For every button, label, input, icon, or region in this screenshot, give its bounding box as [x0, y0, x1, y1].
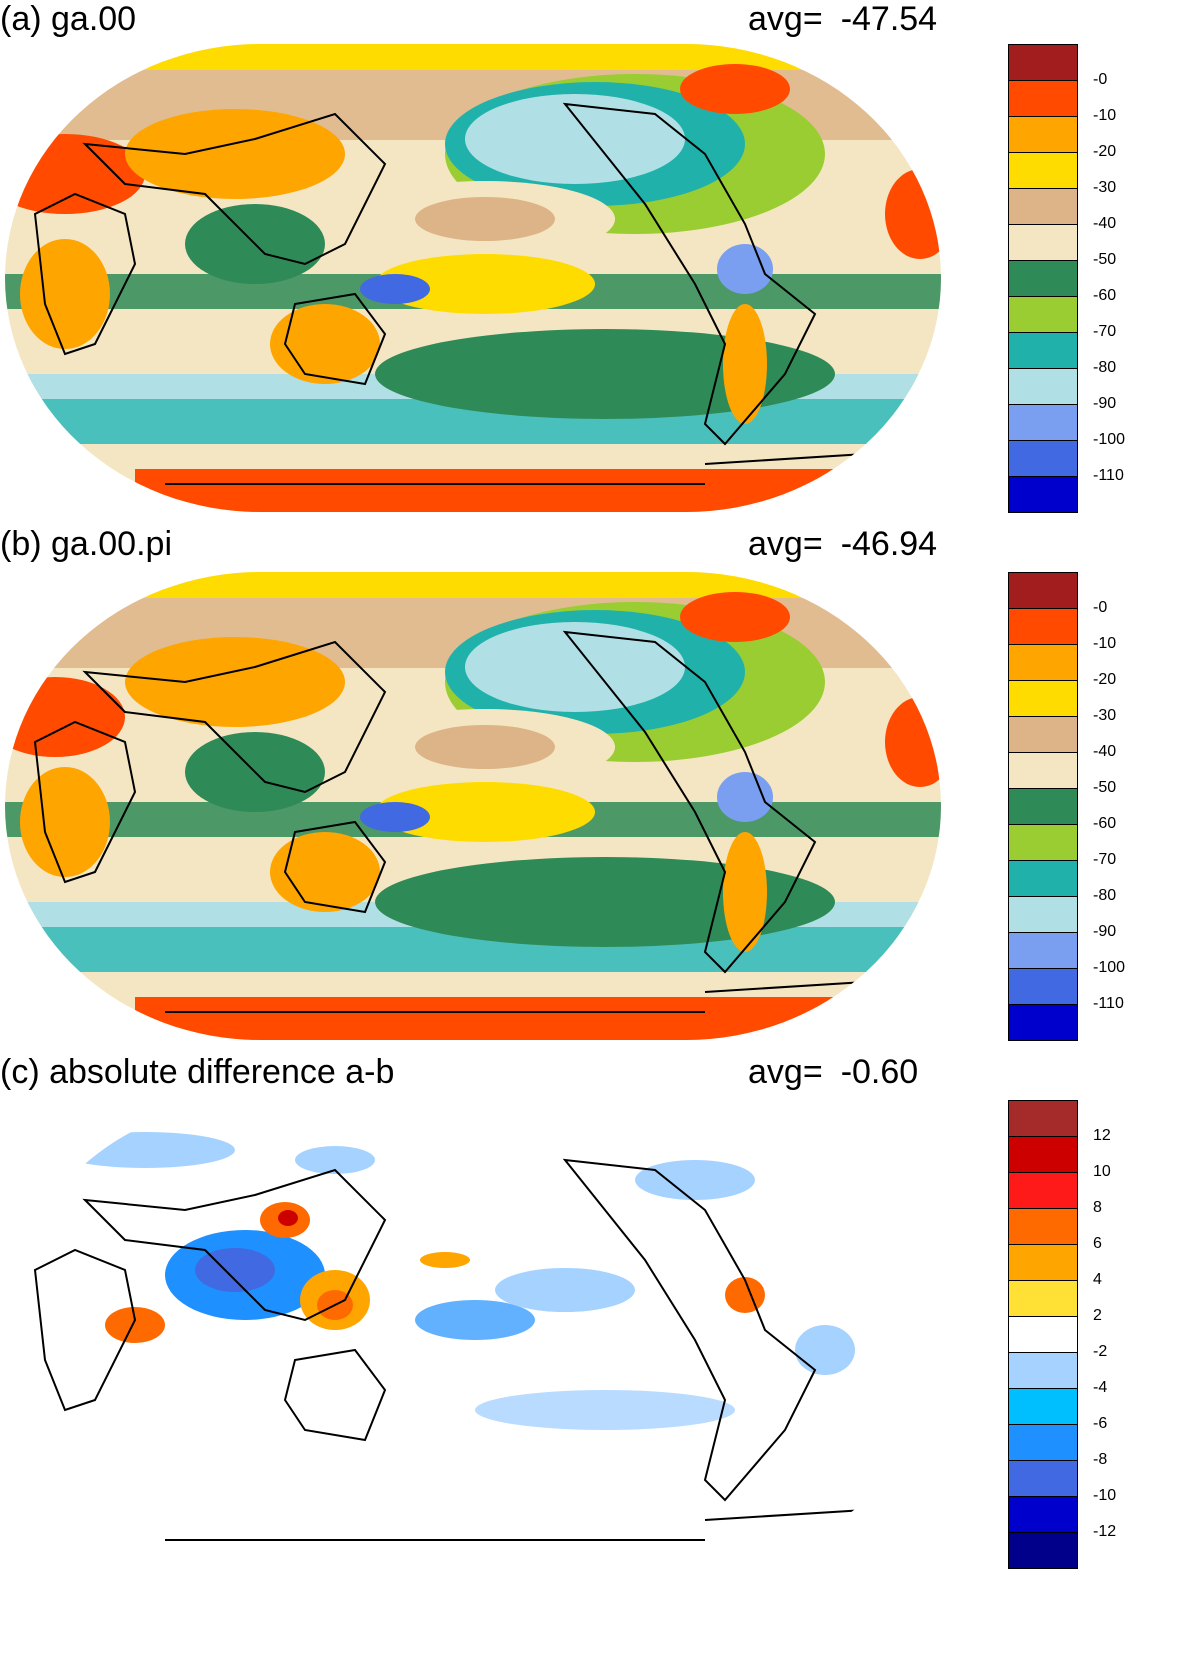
colorbar-swatch: [1008, 788, 1078, 825]
colorbar-swatch: [1008, 824, 1078, 861]
colorbar-swatch: [1008, 44, 1078, 81]
colorbar-swatch: [1008, 1316, 1078, 1353]
colorbar-tick-label: -90: [1093, 395, 1117, 412]
colorbar-swatch: [1008, 260, 1078, 297]
colorbar-swatch: [1008, 1496, 1078, 1533]
colorbar-tick-label: -8: [1093, 1451, 1108, 1468]
colorbar-tick-label: -90: [1093, 923, 1117, 940]
colorbar-swatch: [1008, 644, 1078, 681]
panel-a-title: (a) ga.00: [0, 0, 137, 38]
colorbar-tick-label: -12: [1093, 1523, 1117, 1540]
colorbar-tick-label: -20: [1093, 671, 1117, 688]
colorbar-swatch: [1008, 152, 1078, 189]
colorbar-swatch: [1008, 1100, 1078, 1137]
colorbar-tick-label: -2: [1093, 1343, 1108, 1360]
colorbar-tick-label: -0: [1093, 599, 1108, 616]
map-a-svg: [5, 44, 941, 512]
colorbar-tick-label: -110: [1093, 995, 1124, 1012]
colorbar-tick-label: 12: [1093, 1127, 1111, 1144]
colorbar-swatch: [1008, 1244, 1078, 1281]
map-c-svg: [5, 1100, 941, 1568]
colorbar-swatch: [1008, 896, 1078, 933]
colorbar-swatch: [1008, 188, 1078, 225]
colorbar-tick-label: -70: [1093, 323, 1117, 340]
panel-c-average: avg= -0.60: [748, 1053, 918, 1091]
panel-a-colorbar: -0 -10 -20 -30 -40 -50 -60 -70 -80 -90 -100 -110: [1008, 44, 1125, 513]
colorbar-tick-label: 2: [1093, 1307, 1102, 1324]
colorbar-tick-label: -80: [1093, 887, 1117, 904]
colorbar-tick-label: -110: [1093, 467, 1124, 484]
avg-value: -47.54: [840, 0, 938, 38]
colorbar-swatch: [1008, 752, 1078, 789]
colorbar-tick-label: -30: [1093, 179, 1117, 196]
colorbar-swatch: [1008, 404, 1078, 441]
panel-c-map: [5, 1100, 941, 1568]
colorbar-tick-label: 4: [1093, 1271, 1102, 1288]
colorbar-tick-label: -60: [1093, 815, 1117, 832]
colorbar-tick-label: -60: [1093, 287, 1117, 304]
colorbar-swatch: [1008, 116, 1078, 153]
colorbar-swatch: [1008, 1280, 1078, 1317]
colorbar-swatch: [1008, 368, 1078, 405]
panel-c-title: (c) absolute difference a-b: [0, 1053, 395, 1091]
colorbar-swatch: [1008, 476, 1078, 513]
colorbar-tick-label: 8: [1093, 1199, 1102, 1216]
map-b-svg: [5, 572, 941, 1040]
colorbar-tick-label: -20: [1093, 143, 1117, 160]
colorbar-swatch: [1008, 608, 1078, 645]
panel-c-colorbar: 12 10 8 6 4 2 -2 -4 -6 -8 -10 -12: [1008, 1100, 1118, 1569]
colorbar-swatch: [1008, 1460, 1078, 1497]
colorbar-swatch: [1008, 1532, 1078, 1569]
panel-b-map: [5, 572, 941, 1040]
avg-value: -0.60: [840, 1053, 919, 1091]
colorbar-swatch: [1008, 1388, 1078, 1425]
panel-a-average: avg= -47.54: [748, 0, 937, 38]
colorbar-tick-label: 10: [1093, 1163, 1111, 1180]
panel-a-map: [5, 44, 941, 512]
colorbar-tick-label: -70: [1093, 851, 1117, 868]
colorbar-swatch: [1008, 716, 1078, 753]
colorbar-tick-label: -40: [1093, 215, 1117, 232]
avg-value: -46.94: [840, 525, 938, 563]
colorbar-swatch: [1008, 1172, 1078, 1209]
colorbar-swatch: [1008, 1424, 1078, 1461]
colorbar-tick-label: -10: [1093, 107, 1117, 124]
colorbar-tick-label: -0: [1093, 71, 1108, 88]
colorbar-swatch: [1008, 860, 1078, 897]
colorbar-swatch: [1008, 1136, 1078, 1173]
panel-b-colorbar: -0 -10 -20 -30 -40 -50 -60 -70 -80 -90 -100 -110: [1008, 572, 1125, 1041]
colorbar-swatch: [1008, 968, 1078, 1005]
colorbar-tick-label: -50: [1093, 251, 1117, 268]
colorbar-swatch: [1008, 932, 1078, 969]
panel-b-average: avg= -46.94: [748, 525, 937, 563]
colorbar-swatch: [1008, 332, 1078, 369]
colorbar-swatch: [1008, 224, 1078, 261]
colorbar-tick-label: -10: [1093, 635, 1117, 652]
colorbar-tick-label: -100: [1093, 959, 1126, 976]
avg-label: avg=: [748, 0, 823, 38]
colorbar-swatch: [1008, 572, 1078, 609]
colorbar-swatch: [1008, 1004, 1078, 1041]
avg-label: avg=: [748, 1053, 823, 1091]
colorbar-tick-label: -10: [1093, 1487, 1117, 1504]
avg-label: avg=: [748, 525, 823, 563]
colorbar-tick-label: -100: [1093, 431, 1126, 448]
colorbar-tick-label: -6: [1093, 1415, 1108, 1432]
colorbar-swatch: [1008, 680, 1078, 717]
colorbar-tick-label: -50: [1093, 779, 1117, 796]
colorbar-tick-label: -80: [1093, 359, 1117, 376]
colorbar-swatch: [1008, 296, 1078, 333]
colorbar-swatch: [1008, 80, 1078, 117]
panel-b-title: (b) ga.00.pi: [0, 525, 172, 563]
colorbar-tick-label: -30: [1093, 707, 1117, 724]
colorbar-tick-label: -40: [1093, 743, 1117, 760]
colorbar-swatch: [1008, 440, 1078, 477]
colorbar-swatch: [1008, 1352, 1078, 1389]
colorbar-tick-label: 6: [1093, 1235, 1102, 1252]
colorbar-tick-label: -4: [1093, 1379, 1108, 1396]
colorbar-swatch: [1008, 1208, 1078, 1245]
